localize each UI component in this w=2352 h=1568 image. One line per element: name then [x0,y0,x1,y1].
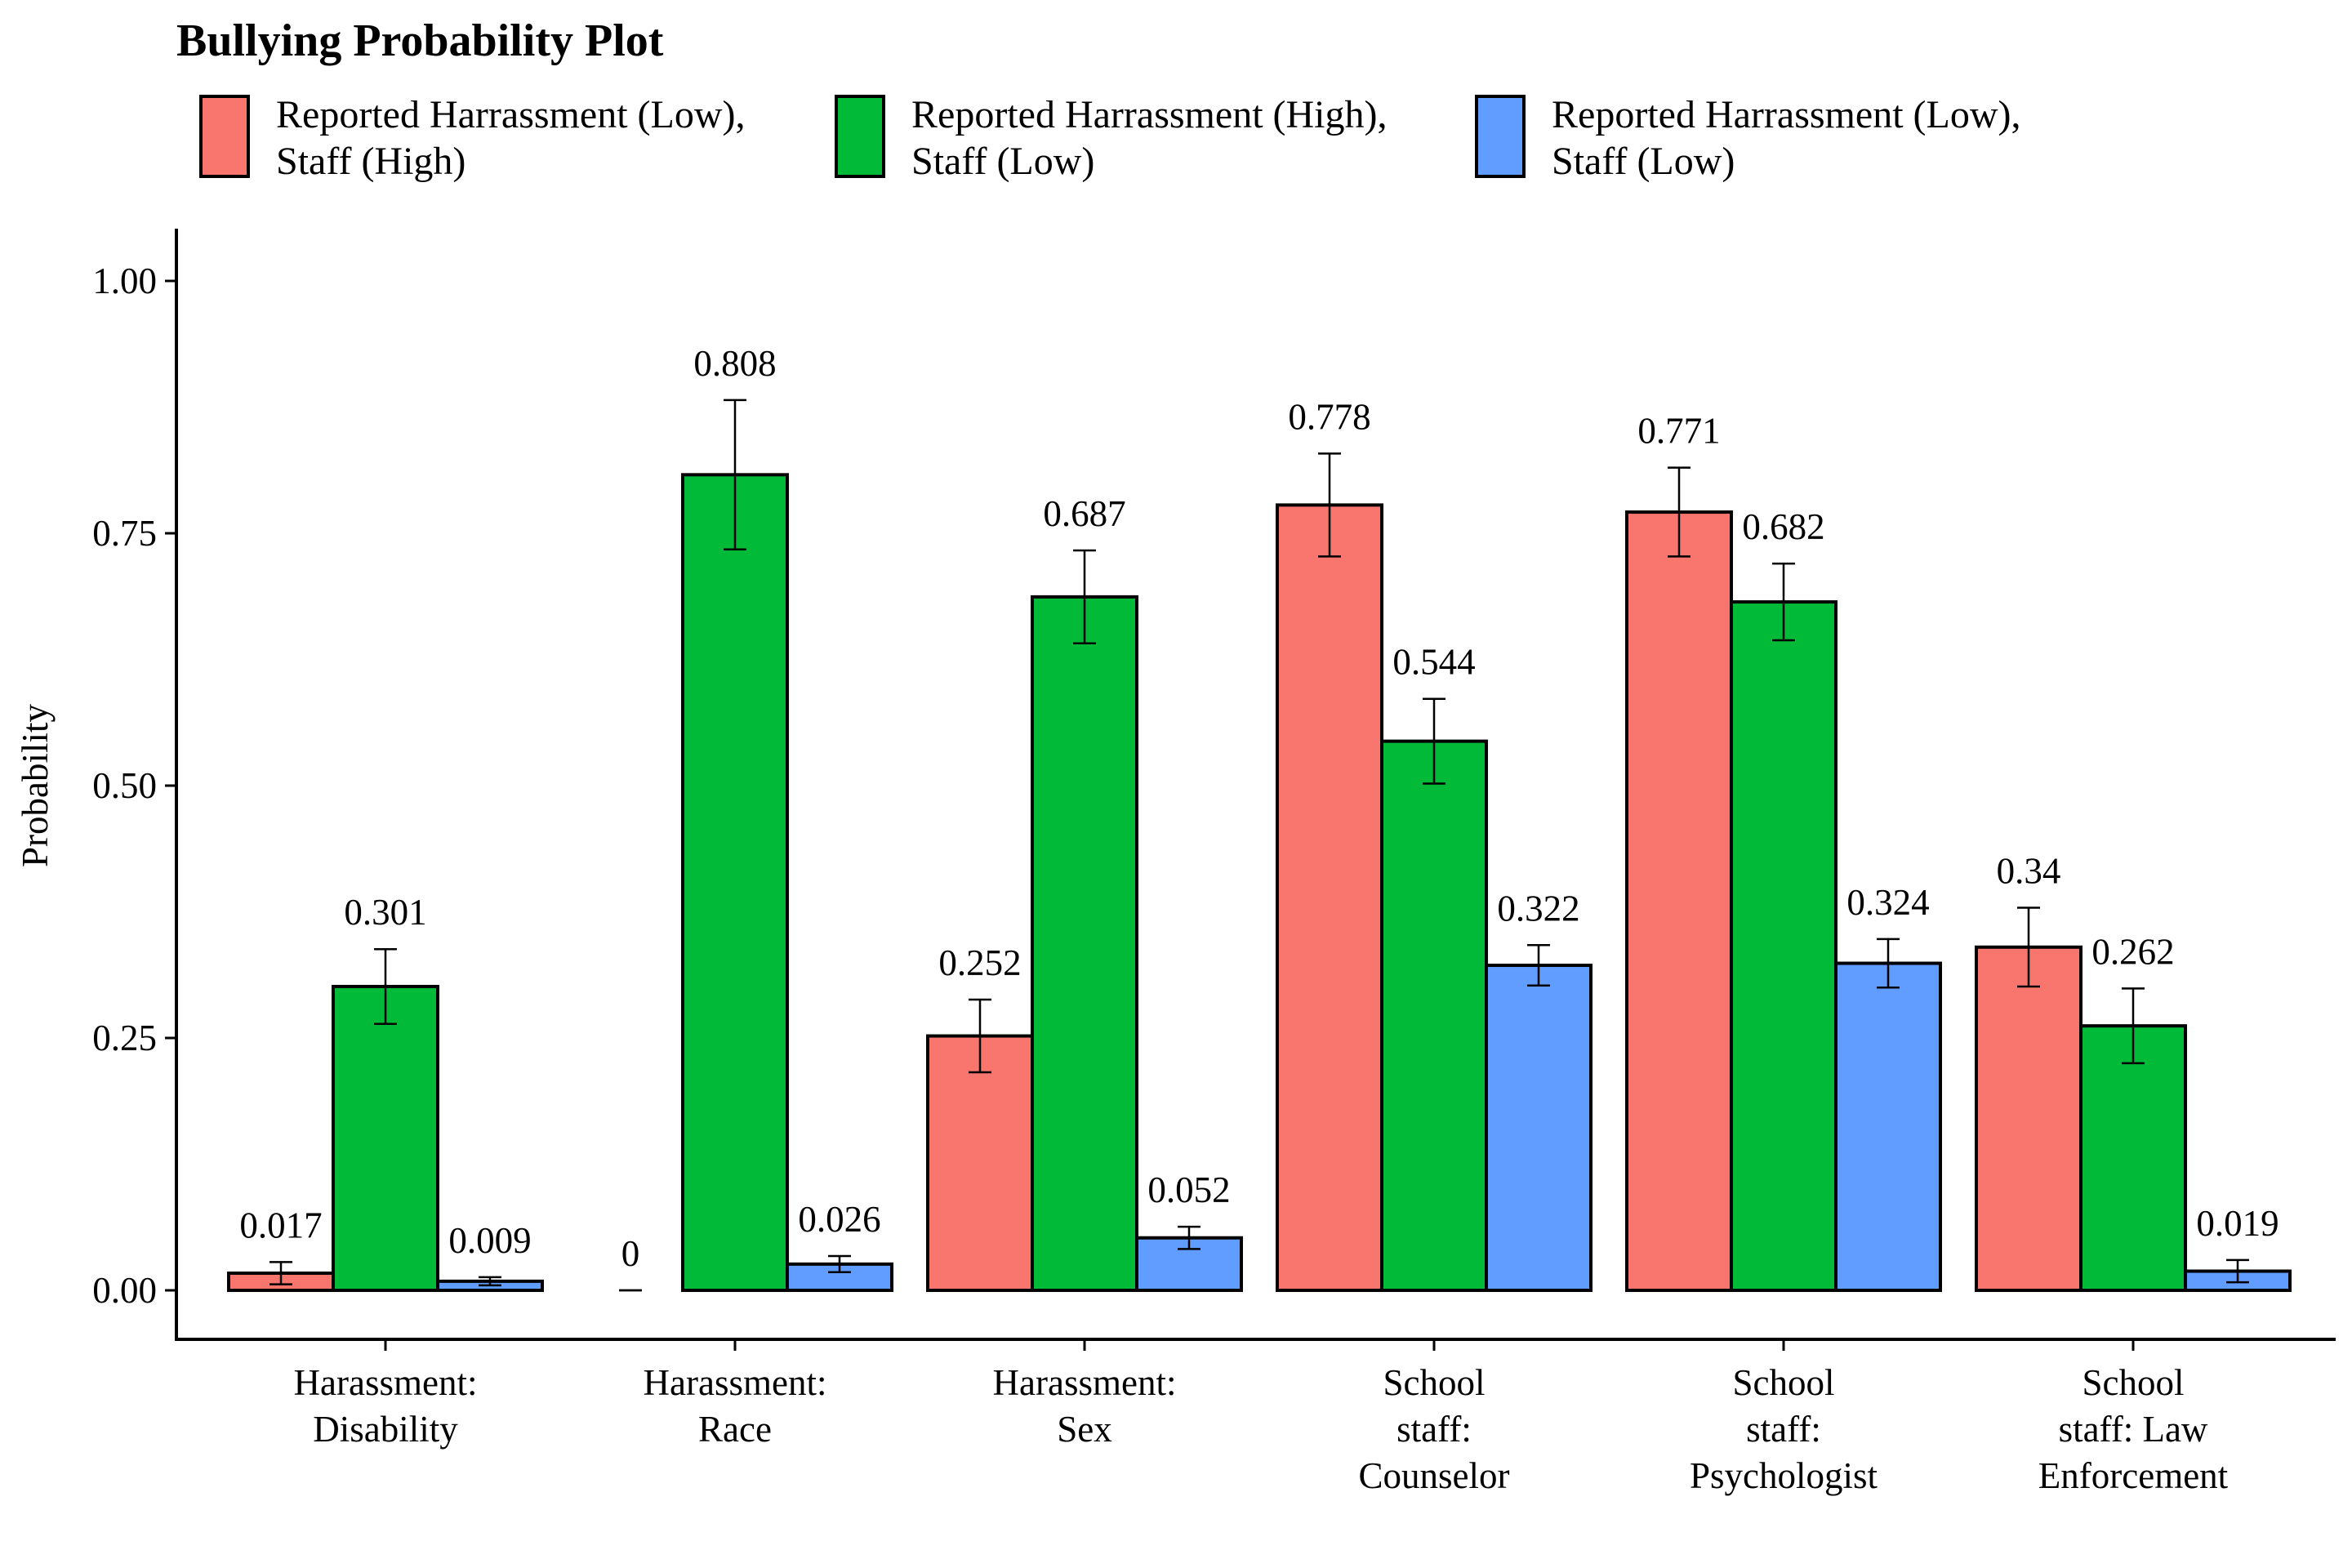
error-bar [1178,1225,1200,1250]
data-label: 0.34 [1997,851,2061,892]
bar [1730,600,1838,1292]
legend-swatch [199,95,250,178]
data-label: 0 [621,1233,640,1274]
legend-swatch [1475,95,1526,178]
error-bar [2226,1258,2249,1284]
y-axis: 0.00 0.25 0.50 0.75 1.00 [92,229,178,1339]
legend-label: Reported Harrassment (Low), Staff (High) [276,93,745,183]
x-tick-label-line: School [1383,1362,1485,1403]
error-bar [1318,452,1341,558]
legend-label-line: Staff (High) [276,140,466,183]
legend-label: Reported Harrassment (Low), Staff (Low) [1552,93,2020,183]
bars [227,473,2292,1293]
data-label: 0.017 [239,1205,322,1245]
x-tick-label: Harassment: Disability [294,1362,478,1450]
bar [1834,961,1942,1292]
error-bar [969,998,991,1074]
data-label: 0.544 [1392,642,1475,683]
error-bar [1527,944,1550,987]
y-tick-label: 0.00 [92,1270,157,1311]
error-bar [2122,987,2145,1065]
x-tick-label: Harassment: Sex [993,1362,1177,1450]
bar [332,984,439,1292]
data-label: 0.324 [1846,882,1929,923]
y-tick-label: 1.00 [92,261,157,301]
y-tick-label: 0.50 [92,765,157,806]
data-label: 0.026 [798,1199,880,1240]
data-label: 0.019 [2196,1203,2278,1244]
legend-label-line: Reported Harrassment (Low), [276,93,745,136]
y-tick-label: 0.75 [92,513,157,554]
data-label: 0.322 [1497,888,1579,929]
chart-title: Bullying Probability Plot [176,16,664,66]
x-tick-label-line: staff: [1746,1409,1821,1450]
bar [1485,964,1592,1293]
legend-label-line: Staff (Low) [1552,140,1735,183]
bar [1380,739,1488,1292]
data-label: 0.808 [693,343,776,384]
error-bar [1772,562,1795,642]
x-tick-label-line: Enforcement [2038,1455,2229,1496]
bar [1625,510,1733,1292]
x-tick-label-line: Harassment: [294,1362,478,1403]
error-bar [828,1254,851,1274]
x-tick-label-line: Counselor [1359,1455,1510,1496]
bar [1975,945,2082,1292]
error-bar [374,947,397,1025]
y-tick-label: 0.25 [92,1018,157,1058]
legend-item: Reported Harrassment (Low), Staff (Low) [1475,93,2020,183]
x-tick-label-line: Disability [313,1409,458,1450]
x-tick-label-line: staff: [1396,1409,1472,1450]
x-tick-label-line: Race [698,1409,772,1450]
data-label: 0.009 [448,1220,531,1261]
data-label: 0.301 [344,892,426,933]
x-tick-label-line: staff: Law [2059,1409,2208,1450]
bar [2079,1024,2187,1292]
data-label: 0.052 [1147,1169,1230,1210]
x-tick-label-line: Harassment: [644,1362,827,1403]
bar [1031,595,1138,1292]
x-tick-label-line: School [1732,1362,1834,1403]
data-labels: 0.017 0 0.252 0.778 0.771 0.34 0.301 0.808 0.687… [239,343,2278,1274]
legend-label: Reported Harrassment (High), Staff (Low) [911,93,1388,183]
error-bar [479,1276,501,1287]
x-tick-label-line: Sex [1057,1409,1112,1450]
error-bar [1423,697,1446,785]
error-bars [270,399,2249,1292]
data-label: 0.771 [1637,411,1720,452]
x-tick-label: School staff: Psychologist [1690,1362,1878,1496]
bar [926,1034,1034,1292]
error-bar [270,1261,292,1285]
legend-label-line: Reported Harrassment (Low), [1552,93,2020,136]
legend-item: Reported Harrassment (Low), Staff (High) [199,93,745,183]
y-axis-title: Probability [15,704,56,867]
error-bar [724,399,746,551]
x-tick-label-line: Psychologist [1690,1455,1878,1496]
x-tick-label-line: Harassment: [993,1362,1177,1403]
x-tick-label: School staff: Law Enforcement [2038,1362,2229,1496]
x-tick-label: Harassment: Race [644,1362,827,1450]
legend-item: Reported Harrassment (High), Staff (Low) [835,93,1388,183]
error-bar [1877,938,1900,989]
data-label: 0.687 [1043,493,1125,534]
error-bar [1073,549,1096,644]
legend-swatch [835,95,885,178]
data-label: 0.262 [2091,931,2174,972]
error-bar [2017,906,2040,988]
data-label: 0.778 [1288,396,1370,437]
legend-label-line: Staff (Low) [911,140,1094,183]
x-tick-label: School staff: Counselor [1359,1362,1510,1496]
data-label: 0.252 [938,942,1021,983]
bar [1276,503,1383,1292]
data-label: 0.682 [1742,506,1824,547]
legend-label-line: Reported Harrassment (High), [911,93,1388,136]
bar [681,473,789,1292]
x-tick-label-line: School [2082,1362,2184,1403]
error-bar [1668,466,1690,558]
legend: Reported Harrassment (Low), Staff (High)R… [199,93,2020,183]
